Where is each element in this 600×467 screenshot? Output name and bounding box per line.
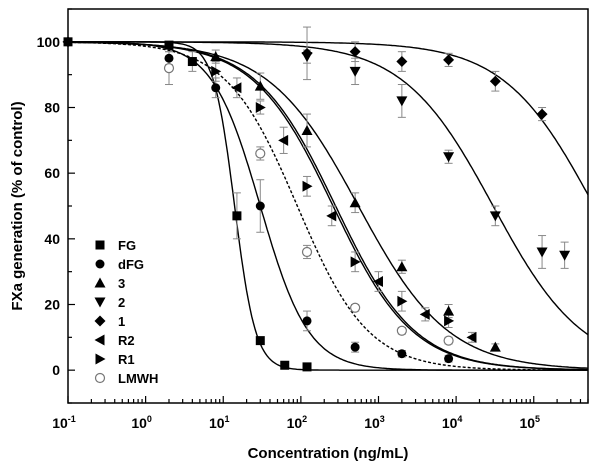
data-point-2: [536, 247, 548, 258]
data-point-3: [443, 305, 455, 316]
data-point-2: [489, 211, 501, 222]
data-point-3: [349, 197, 361, 208]
data-point-fg: [232, 211, 242, 221]
data-point-lmwh: [350, 302, 361, 313]
legend-marker-3: [94, 277, 106, 288]
data-point-fg: [302, 362, 312, 372]
data-points: [62, 36, 571, 372]
y-tick-label: 60: [44, 165, 60, 181]
data-point-lmwh: [301, 246, 313, 258]
data-point-dfg: [444, 354, 454, 364]
legend-marker-dfg: [95, 259, 105, 269]
data-point-r2: [326, 210, 337, 222]
x-tick-label: 101: [209, 414, 230, 431]
data-point-fg: [280, 360, 290, 370]
data-point-2: [396, 96, 408, 107]
y-tick-label: 20: [44, 297, 60, 313]
data-point-1: [489, 75, 501, 87]
data-point-lmwh: [163, 62, 175, 74]
data-point-r2: [231, 82, 242, 94]
legend-marker-1: [94, 315, 106, 327]
data-point-r1: [397, 295, 408, 307]
x-tick-label: 100: [131, 414, 152, 431]
y-tick-label: 40: [44, 231, 60, 247]
data-point-r1: [350, 256, 361, 268]
data-point-dfg: [211, 83, 221, 93]
data-point-r2: [466, 331, 477, 343]
data-point-r2: [372, 276, 383, 288]
fit-curves: [67, 41, 589, 371]
x-axis-ticks: 10-1 100 101 102 103 104 105: [52, 396, 589, 431]
data-point-fg: [187, 57, 197, 67]
legend-marker-fg: [95, 240, 105, 250]
data-point-lmwh: [255, 148, 266, 159]
legend-marker-lmwh: [94, 372, 106, 384]
fit-curve-r1: [67, 41, 588, 371]
x-tick-label: 10-1: [52, 414, 76, 431]
fit-curve-lmwh: [67, 41, 588, 371]
data-point-r1: [444, 315, 455, 327]
data-point-dfg: [397, 349, 407, 359]
legend-marker-r1: [95, 353, 106, 365]
data-point-r2: [278, 134, 289, 146]
legend-label-r1: R1: [118, 352, 135, 367]
legend-label-1: 1: [118, 314, 125, 329]
x-tick-label: 102: [287, 414, 308, 431]
legend: FG dFG 3 2 1 R2 R1 LMWH: [94, 238, 158, 386]
x-tick-label: 105: [519, 414, 540, 431]
data-point-1: [536, 108, 548, 120]
data-point-1: [349, 46, 361, 58]
legend-label-2: 2: [118, 295, 125, 310]
legend-marker-2: [94, 297, 106, 308]
data-point-1: [396, 56, 408, 68]
y-axis-ticks: 0 20 40 60 80 100: [37, 8, 75, 404]
y-tick-label: 100: [37, 34, 61, 50]
data-point-1: [301, 47, 313, 59]
fit-curve-1: [68, 41, 589, 196]
data-point-lmwh: [396, 325, 407, 336]
data-point-3: [301, 124, 313, 135]
data-point-3: [210, 51, 222, 62]
data-point-3: [396, 261, 408, 272]
x-tick-label: 104: [442, 414, 463, 431]
data-point-r2: [419, 308, 430, 320]
legend-label-fg: FG: [118, 238, 136, 253]
y-tick-label: 80: [44, 100, 60, 116]
data-point-2: [349, 66, 361, 77]
data-point-r1: [302, 180, 313, 192]
fit-curve-3: [67, 41, 589, 369]
data-point-3: [489, 341, 501, 352]
data-point-lmwh: [443, 335, 454, 346]
x-axis-title: Concentration (ng/mL): [248, 445, 409, 462]
legend-label-lmwh: LMWH: [118, 371, 158, 386]
data-point-r1: [255, 102, 266, 113]
legend-label-r2: R2: [118, 333, 135, 348]
x-tick-label: 103: [364, 414, 385, 431]
y-tick-label: 0: [52, 362, 60, 378]
data-point-2: [443, 152, 455, 163]
data-point-dfg: [302, 316, 312, 326]
y-axis-title: FXa generation (% of control): [9, 101, 26, 310]
data-point-dfg: [350, 342, 360, 352]
legend-label-dfg: dFG: [118, 257, 144, 272]
data-point-2: [559, 250, 571, 261]
data-point-1: [443, 54, 455, 66]
legend-marker-r2: [94, 334, 105, 346]
data-point-3: [254, 80, 266, 91]
data-point-dfg: [255, 201, 265, 211]
data-point-dfg: [164, 53, 174, 63]
data-point-r1: [211, 65, 222, 77]
data-point-fg: [255, 336, 265, 346]
legend-label-3: 3: [118, 276, 125, 291]
data-point-fg: [164, 40, 174, 50]
